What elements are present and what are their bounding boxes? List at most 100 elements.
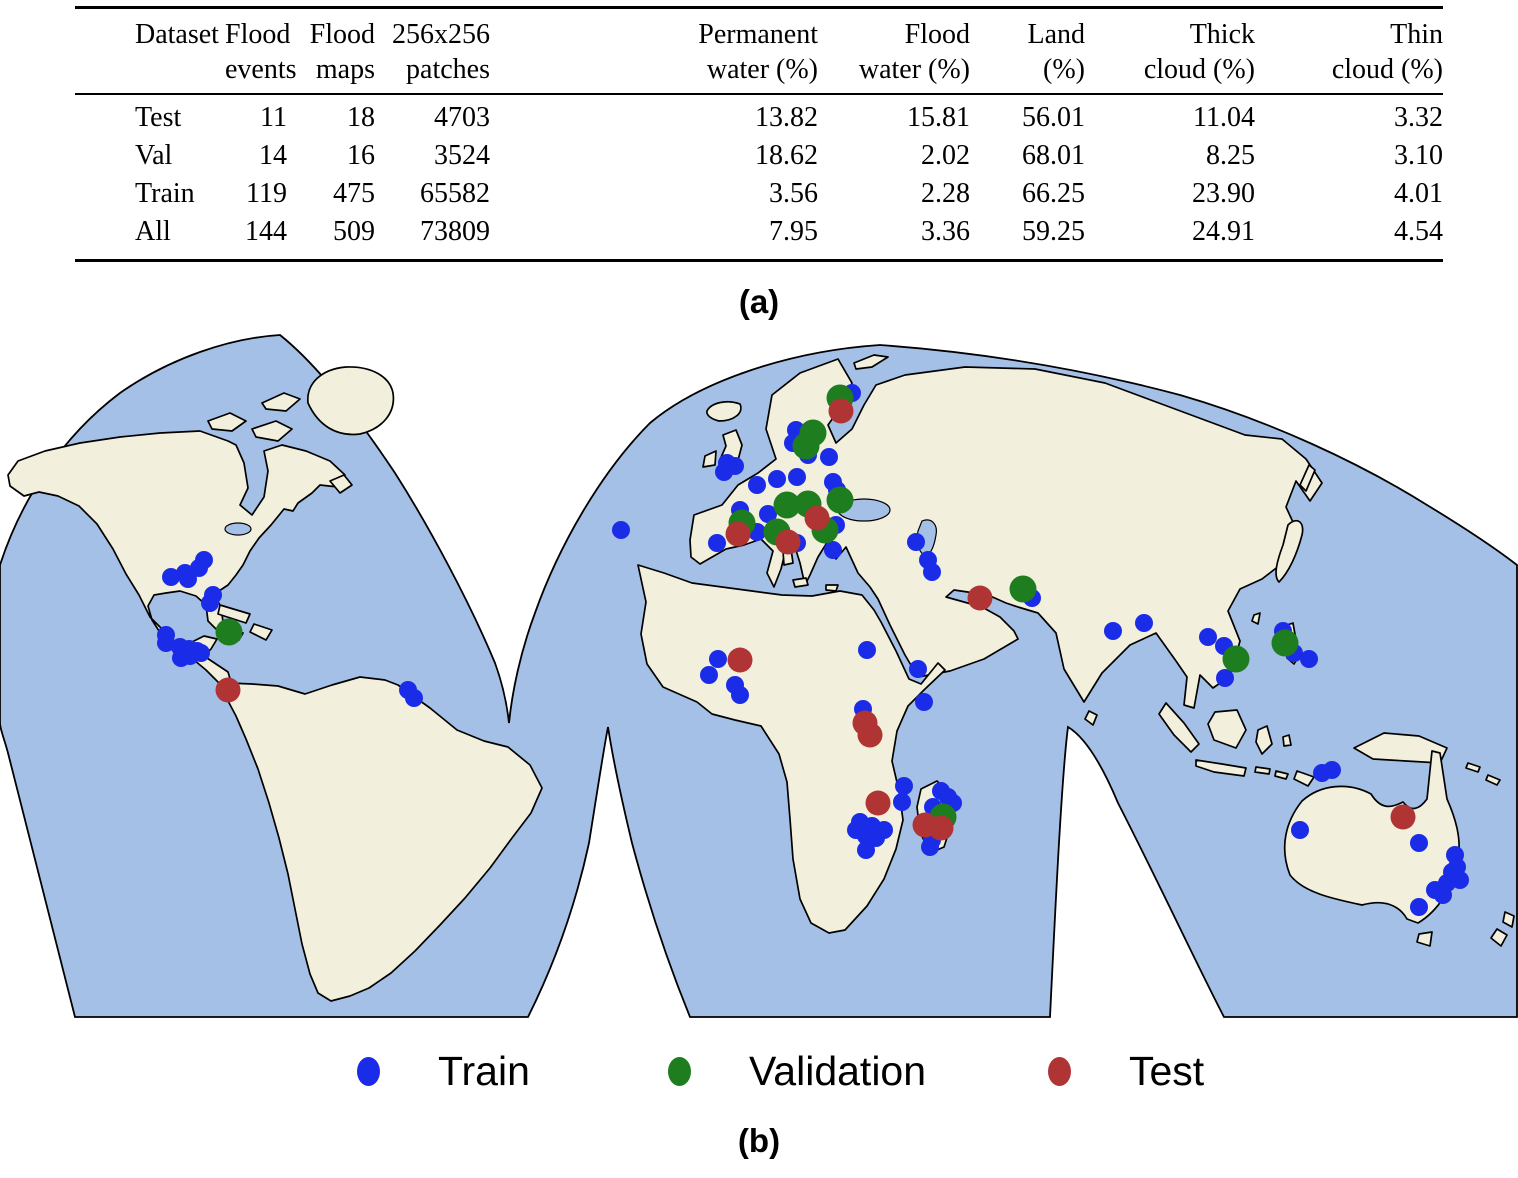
table-cell: 68.01 xyxy=(1022,140,1085,171)
test-point xyxy=(804,505,830,531)
caption-b: (b) xyxy=(737,1122,781,1159)
train-point xyxy=(1300,650,1318,668)
train-point xyxy=(179,570,197,588)
train-point xyxy=(857,841,875,859)
train-point xyxy=(162,568,180,586)
train-point xyxy=(1410,834,1428,852)
table-row: Train 119 475 65582 3.56 2.28 66.25 23.90 4.01 xyxy=(75,175,1443,213)
table-cell: 4.01 xyxy=(1394,178,1443,209)
table-row: Test 11 18 4703 13.82 15.81 56.01 11.04 3.32 xyxy=(75,99,1443,137)
table-header-cell: 256x256 patches xyxy=(392,19,490,85)
table-cell: Train xyxy=(135,178,195,209)
test-legend-dot-icon xyxy=(1048,1056,1071,1086)
train-point xyxy=(1199,628,1217,646)
landmass-japan xyxy=(1275,519,1304,583)
landmass-taiwan xyxy=(1251,612,1261,625)
validation-point xyxy=(215,618,243,646)
train-point xyxy=(1104,622,1122,640)
landmass-sumatra xyxy=(1158,702,1200,753)
table-cell: 509 xyxy=(333,216,375,247)
train-point xyxy=(748,476,766,494)
validation-point xyxy=(792,432,820,460)
table-cell: 3.36 xyxy=(921,216,970,247)
legend-item-test: Test xyxy=(1048,1040,1204,1102)
landmass-greenland xyxy=(307,366,395,436)
test-point xyxy=(828,398,854,424)
table-cell: 119 xyxy=(246,178,287,209)
test-point xyxy=(865,790,891,816)
landmass-borneo xyxy=(1207,709,1247,749)
table-cell: Val xyxy=(135,140,173,171)
train-point xyxy=(768,470,786,488)
table-cell: 2.02 xyxy=(921,140,970,171)
train-point xyxy=(867,829,885,847)
landmass-iceland xyxy=(706,401,742,422)
table-cell: 475 xyxy=(333,178,375,209)
landmass-sri-lanka xyxy=(1084,710,1098,726)
world-map-panel xyxy=(0,333,1518,1023)
table-cell: 65582 xyxy=(420,178,490,209)
table-cell: 16 xyxy=(347,140,375,171)
landmass-tasmania xyxy=(1416,931,1433,947)
table-header-cell: Permanent water (%) xyxy=(698,19,818,85)
test-points xyxy=(215,398,1416,841)
validation-point xyxy=(1271,629,1299,657)
train-point xyxy=(1410,898,1428,916)
legend-label: Validation xyxy=(749,1047,927,1094)
table-cell: 4.54 xyxy=(1394,216,1443,247)
test-point xyxy=(928,815,954,841)
table-header-cell: Flood water (%) xyxy=(858,19,970,85)
world-map xyxy=(0,334,1518,1018)
table-cell: 73809 xyxy=(420,216,490,247)
landmass-hispaniola xyxy=(249,623,273,641)
validation-point xyxy=(1222,645,1250,673)
landmass-novaya-zemlya xyxy=(853,354,889,370)
table-cell: 8.25 xyxy=(1206,140,1255,171)
table-cell: 3.32 xyxy=(1394,102,1443,133)
train-point xyxy=(731,686,749,704)
legend-item-validation: Validation xyxy=(668,1040,926,1102)
landmass-cuba xyxy=(217,604,251,624)
landmass-south-america xyxy=(226,676,543,1002)
table-header-cell: Thin cloud (%) xyxy=(1331,19,1443,85)
train-point xyxy=(1323,761,1341,779)
legend-item-train: Train xyxy=(357,1040,530,1102)
train-point xyxy=(708,534,726,552)
landmass-arctic-islands xyxy=(207,392,301,442)
table-cell: 144 xyxy=(245,216,287,247)
table-cell: 15.81 xyxy=(907,102,970,133)
table-body: Test 11 18 4703 13.82 15.81 56.01 11.04 3.32 Val 1… xyxy=(75,95,1443,259)
train-point xyxy=(405,689,423,707)
table-cell: 24.91 xyxy=(1192,216,1255,247)
table-cell: 3524 xyxy=(434,140,490,171)
legend-label: Train xyxy=(438,1047,530,1094)
table-cell: 2.28 xyxy=(921,178,970,209)
landmass-newfoundland xyxy=(329,474,353,494)
validation-point xyxy=(773,491,801,519)
train-point xyxy=(1135,614,1153,632)
table-cell: 14 xyxy=(259,140,287,171)
train-point xyxy=(172,649,190,667)
train-point xyxy=(1426,881,1444,899)
landmass-sulawesi xyxy=(1255,725,1273,755)
table-row: Val 14 16 3524 18.62 2.02 68.01 8.25 3.10 xyxy=(75,137,1443,175)
landmass-eurasia xyxy=(689,358,1323,709)
train-point xyxy=(788,468,806,486)
table-header-cell: Land (%) xyxy=(1027,19,1085,85)
landmass-java xyxy=(1195,759,1247,777)
table-header-cell: Thick cloud (%) xyxy=(1143,19,1255,85)
train-point xyxy=(915,693,933,711)
test-point xyxy=(215,677,241,703)
table-cell: 13.82 xyxy=(755,102,818,133)
train-point xyxy=(893,793,911,811)
train-point xyxy=(759,505,777,523)
table-header-cell: Flood events xyxy=(225,19,297,85)
table-header-cell: Dataset xyxy=(135,19,219,50)
caption-a: (a) xyxy=(738,283,780,320)
test-point xyxy=(725,521,751,547)
great-lakes xyxy=(224,522,252,536)
table-cell: 18 xyxy=(347,102,375,133)
train-point xyxy=(157,634,175,652)
test-point xyxy=(1390,804,1416,830)
map-legend: Train Validation Test xyxy=(0,1040,1518,1102)
